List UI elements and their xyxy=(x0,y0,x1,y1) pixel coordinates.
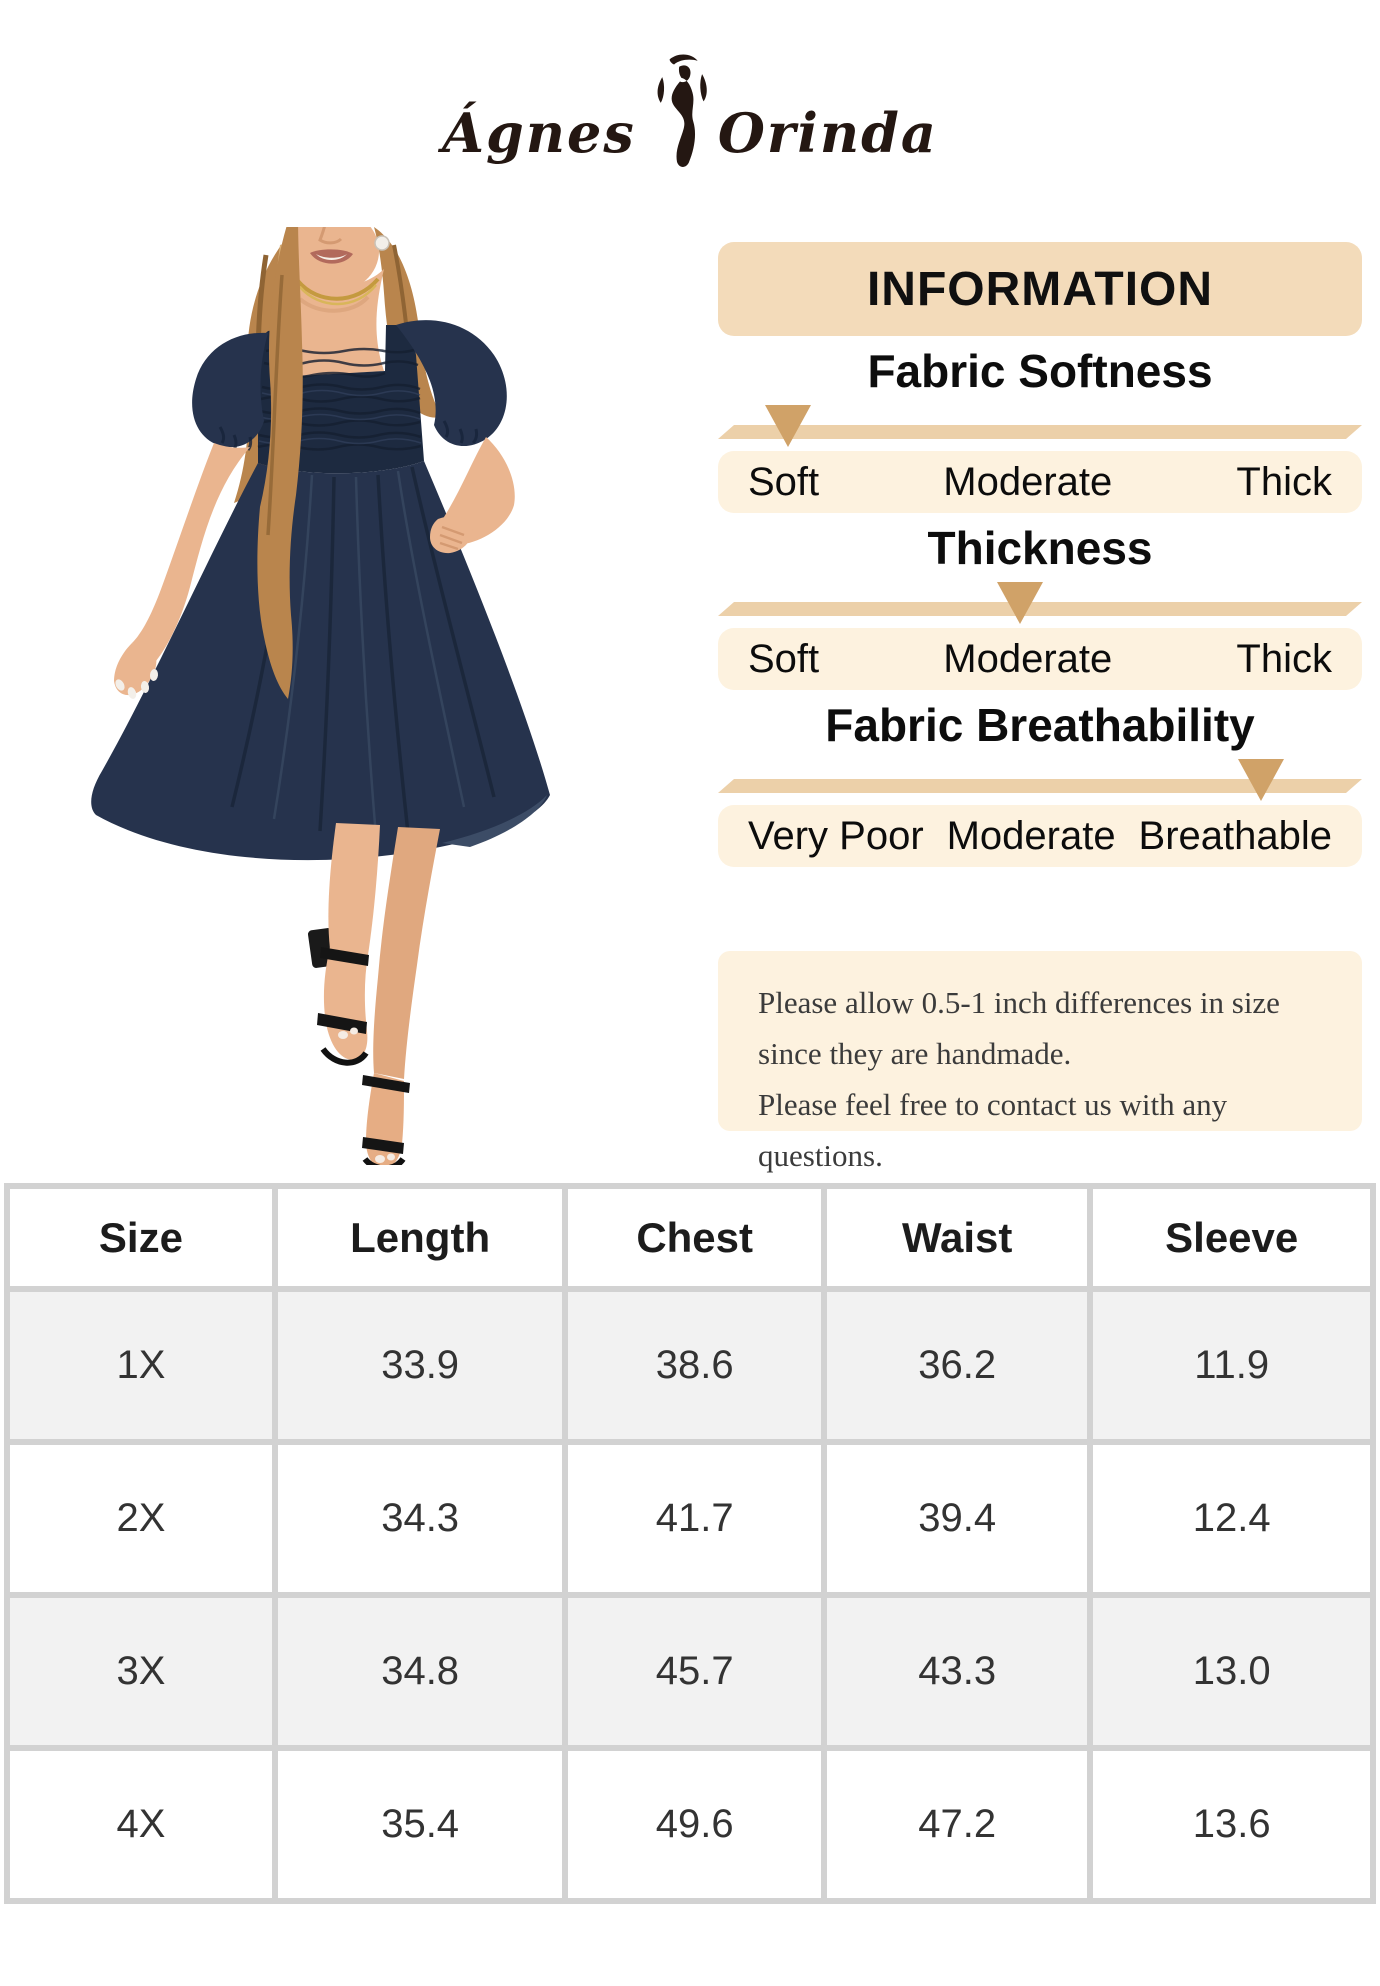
brand-name-first: Ágnes xyxy=(442,101,636,165)
scale-label: Moderate xyxy=(943,459,1113,504)
scale-label: Thick xyxy=(1236,459,1332,504)
table-cell: 33.9 xyxy=(277,1292,563,1439)
back-ankle-strap xyxy=(362,1075,410,1093)
cuff-gathers xyxy=(218,420,479,451)
note-line: Please feel free to contact us with any … xyxy=(758,1087,1228,1173)
lips xyxy=(310,249,353,264)
scale-label: Very Poor xyxy=(748,813,924,858)
back-toe-strap xyxy=(362,1137,404,1154)
brand-logo: Ágnes Orinda xyxy=(0,52,1380,168)
teeth xyxy=(316,254,347,260)
dress-skirt xyxy=(91,461,550,861)
section-title-fabric-breathability: Fabric Breathability xyxy=(825,699,1255,751)
chiffon-hem-highlight xyxy=(442,795,547,847)
slider-bar xyxy=(718,779,1362,793)
table-cell: 34.8 xyxy=(277,1598,563,1745)
section-title-fabric-softness: Fabric Softness xyxy=(867,345,1213,397)
handmade-note: Please allow 0.5-1 inch differences in s… xyxy=(718,951,1362,1173)
fabric-breathability-labels: Very Poor Moderate Breathable xyxy=(718,805,1362,867)
brand-silhouette-icon xyxy=(657,54,707,167)
table-header-cell: Sleeve xyxy=(1093,1189,1370,1286)
front-sole xyxy=(320,1047,369,1066)
table-cell: 49.6 xyxy=(568,1751,821,1898)
back-sole xyxy=(362,1156,406,1165)
table-cell: 1X xyxy=(10,1292,272,1439)
table-cell: 13.6 xyxy=(1093,1751,1370,1898)
thickness-labels: Soft Moderate Thick xyxy=(718,628,1362,690)
front-ankle-strap xyxy=(320,947,369,966)
table-header-cell: Waist xyxy=(826,1189,1088,1286)
table-cell: 41.7 xyxy=(568,1445,821,1592)
table-cell: 3X xyxy=(10,1598,272,1745)
arm-on-hip xyxy=(430,437,515,554)
photo-crop-edge xyxy=(200,215,480,227)
marker-triangle-icon xyxy=(765,405,812,447)
table-cell: 35.4 xyxy=(277,1751,563,1898)
table-cell: 4X xyxy=(10,1751,272,1898)
fabric-softness-slider xyxy=(718,399,1362,451)
marker-triangle-icon xyxy=(997,582,1044,624)
scale-label: Thick xyxy=(1236,636,1332,681)
thickness-slider xyxy=(718,576,1362,628)
scale-label: Soft xyxy=(748,459,820,504)
table-cell: 11.9 xyxy=(1093,1292,1370,1439)
legs xyxy=(307,823,440,1165)
fabric-breathability-slider xyxy=(718,753,1362,805)
table-cell: 45.7 xyxy=(568,1598,821,1745)
table-cell: 47.2 xyxy=(826,1751,1088,1898)
fabric-softness-labels: Soft Moderate Thick xyxy=(718,451,1362,513)
note-line: since they are handmade. xyxy=(758,1036,1072,1071)
size-chart-table: Size Length Chest Waist Sleeve 1X 33.9 3… xyxy=(4,1183,1376,1904)
table-header-cell: Size xyxy=(10,1189,272,1286)
information-header: INFORMATION xyxy=(718,242,1362,336)
table-cell: 38.6 xyxy=(568,1292,821,1439)
table-cell: 43.3 xyxy=(826,1598,1088,1745)
nose xyxy=(318,220,343,245)
marker-triangle-icon xyxy=(1237,759,1284,801)
brand-name-second: Orinda xyxy=(717,101,938,165)
table-cell: 2X xyxy=(10,1445,272,1592)
hair-strand xyxy=(257,215,303,699)
table-cell: 39.4 xyxy=(826,1445,1088,1592)
gold-necklace xyxy=(296,277,380,306)
face xyxy=(285,215,390,293)
table-cell: 12.4 xyxy=(1093,1445,1370,1592)
table-cell: 13.0 xyxy=(1093,1598,1370,1745)
section-title-thickness: Thickness xyxy=(927,522,1153,574)
table-header-cell: Length xyxy=(277,1189,563,1286)
info-column: INFORMATION Fabric Softness Soft Moderat… xyxy=(718,242,1362,1173)
slider-bar xyxy=(718,425,1362,439)
scale-label: Moderate xyxy=(946,813,1116,858)
scale-label: Soft xyxy=(748,636,820,681)
puff-sleeves xyxy=(192,320,507,451)
pearl-earring xyxy=(374,235,390,251)
model-photo xyxy=(91,215,550,1165)
table-cell: 36.2 xyxy=(826,1292,1088,1439)
scale-label: Breathable xyxy=(1138,813,1332,858)
table-header-cell: Chest xyxy=(568,1189,821,1286)
table-cell: 34.3 xyxy=(277,1445,563,1592)
hanging-arm xyxy=(114,443,250,699)
note-line: Please allow 0.5-1 inch differences in s… xyxy=(758,985,1280,1020)
scale-label: Moderate xyxy=(943,636,1113,681)
